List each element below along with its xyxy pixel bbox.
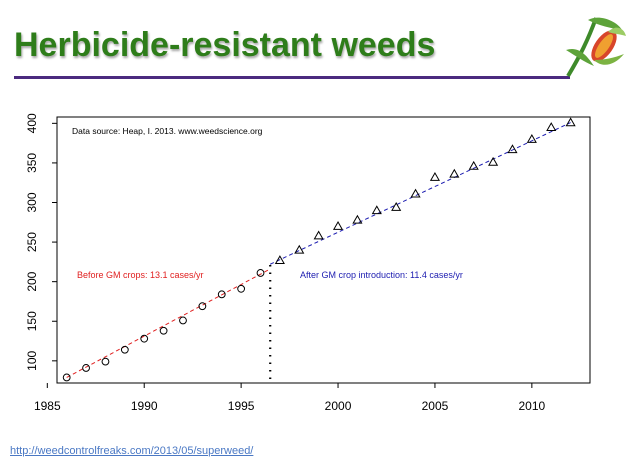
y-tick-label: 300 — [25, 192, 39, 212]
data-point-before — [198, 302, 207, 311]
trend-line-after — [269, 122, 571, 265]
data-point-after — [429, 171, 441, 181]
data-point-after — [352, 214, 363, 224]
axes: 1985 1990 1995 2000 2005 2010 100 150 200 250 300 3… — [25, 113, 546, 413]
data-point-after — [313, 230, 324, 240]
data-marks — [62, 117, 576, 382]
x-tick-label: 1990 — [131, 399, 158, 413]
data-point-after — [294, 244, 305, 254]
data-point-before — [140, 334, 149, 343]
y-tick-label: 100 — [25, 351, 39, 371]
data-point-before — [120, 345, 129, 354]
data-point-after — [488, 156, 499, 166]
x-tick-label: 1995 — [228, 399, 255, 413]
data-point-before — [101, 357, 110, 366]
x-tick-label: 2000 — [325, 399, 352, 413]
x-tick-label: 2010 — [519, 399, 546, 413]
data-point-after — [274, 255, 285, 264]
trend-line-before — [66, 268, 271, 378]
data-point-before — [159, 326, 168, 335]
data-point-after — [565, 117, 576, 127]
series-label-before: Before GM crops: 13.1 cases/yr — [77, 270, 204, 280]
series-label-after: After GM crop introduction: 11.4 cases/y… — [300, 270, 463, 280]
data-point-after — [449, 168, 460, 178]
y-tick-label: 250 — [25, 232, 39, 252]
source-link[interactable]: http://weedcontrolfreaks.com/2013/05/sup… — [10, 445, 254, 457]
y-tick-label: 200 — [25, 271, 39, 291]
x-tick-label: 2005 — [422, 399, 449, 413]
corn-plant-logo-icon — [566, 17, 626, 78]
y-tick-label: 150 — [25, 311, 39, 331]
y-tick-label: 400 — [25, 113, 39, 133]
data-point-before — [237, 284, 246, 293]
data-point-before — [179, 316, 187, 325]
data-point-after — [410, 188, 421, 198]
data-point-after — [507, 144, 518, 154]
data-point-before — [82, 364, 90, 372]
page-title: Herbicide-resistant weeds — [14, 26, 436, 64]
data-point-after — [468, 160, 479, 170]
plot-frame — [56, 116, 591, 384]
data-point-before — [256, 269, 265, 277]
data-point-after — [332, 221, 344, 230]
data-point-after — [526, 133, 537, 143]
data-point-after — [371, 205, 382, 215]
data-point-before — [62, 373, 71, 382]
data-point-after — [391, 202, 402, 211]
data-point-after — [546, 122, 557, 131]
data-point-before — [217, 290, 226, 299]
y-tick-label: 350 — [25, 153, 39, 173]
data-source-annotation: Data source: Heap, I. 2013. www.weedscie… — [72, 126, 263, 136]
x-tick-label: 1985 — [34, 399, 61, 413]
title-divider — [14, 76, 570, 79]
